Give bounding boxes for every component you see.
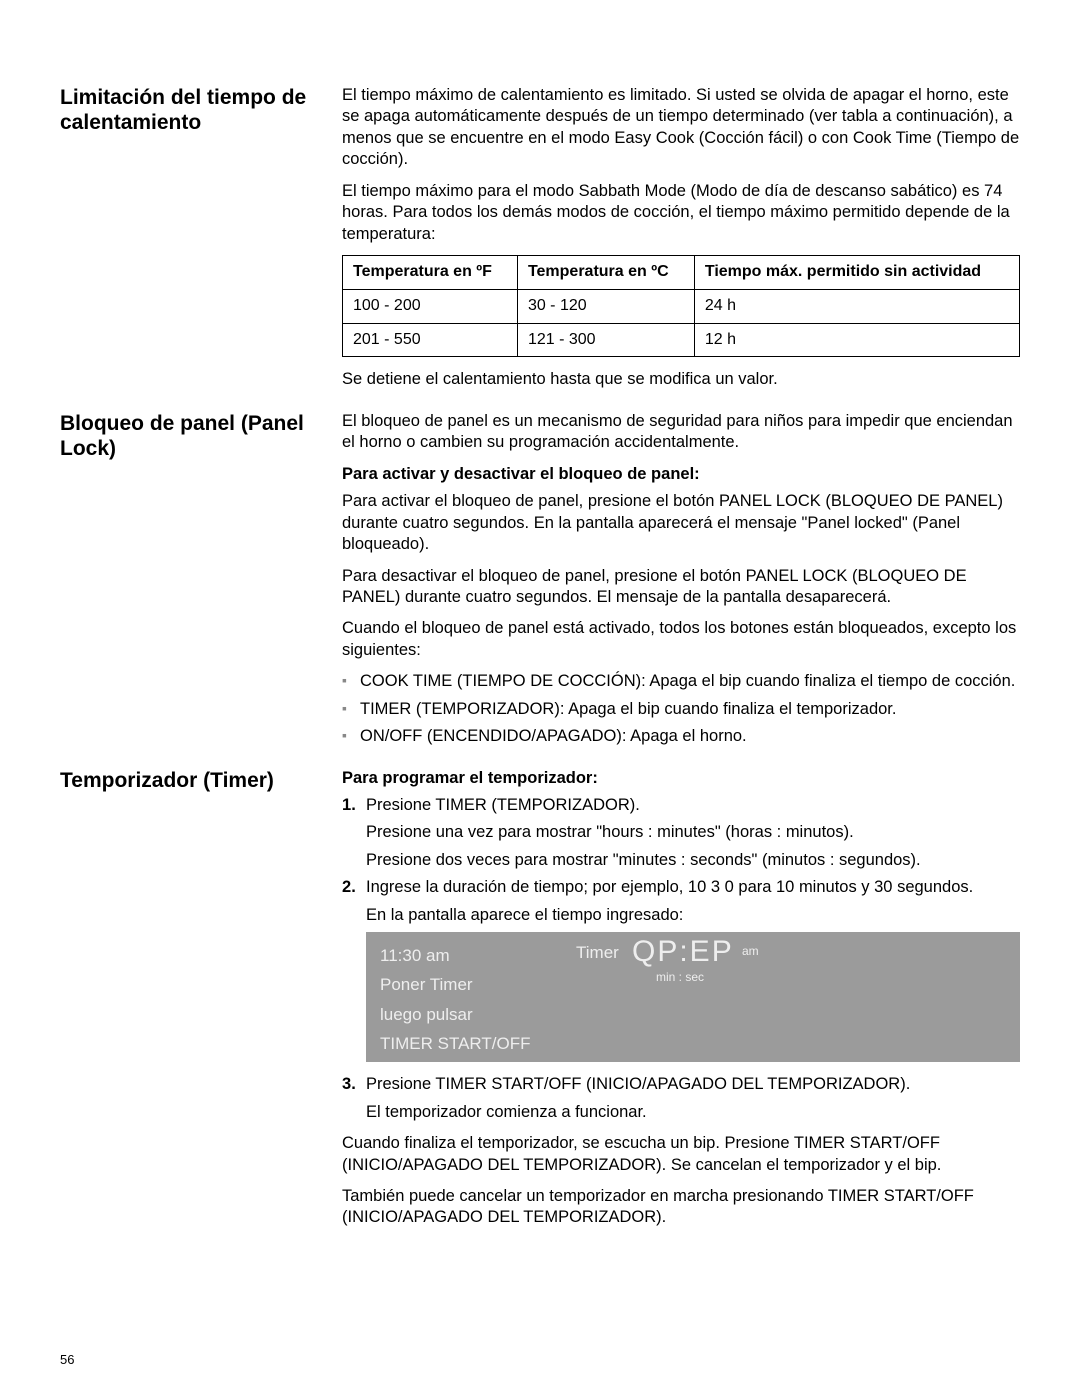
step-line: Ingrese la duración de tiempo; por ejemp… (366, 877, 1020, 898)
para: Para desactivar el bloqueo de panel, pre… (342, 566, 1020, 609)
display-am-label: am (742, 944, 759, 960)
step-line: Presione dos veces para mostrar "minutes… (366, 850, 1020, 871)
para: Se detiene el calentamiento hasta que se… (342, 369, 1020, 390)
page-number: 56 (60, 1352, 74, 1367)
para: El tiempo máximo de calentamiento es lim… (342, 85, 1020, 171)
display-left-block: 11:30 am Poner Timer luego pulsar TIMER … (380, 942, 530, 1059)
para: El bloqueo de panel es un mecanismo de s… (342, 411, 1020, 454)
content-heating-limit: El tiempo máximo de calentamiento es lim… (342, 85, 1020, 401)
section-panel-lock: Bloqueo de panel (Panel Lock) El bloqueo… (60, 411, 1020, 758)
heading-heating-limit: Limitación del tiempo de calentamiento (60, 85, 342, 401)
bullet-item: ON/OFF (ENCENDIDO/APAGADO): Apaga el hor… (342, 726, 1020, 747)
ordered-steps: Presione TIMER (TEMPORIZADOR). Presione … (342, 795, 1020, 1123)
step-item: Presione TIMER START/OFF (INICIO/APAGADO… (342, 1074, 1020, 1123)
table-header: Temperatura en ºC (517, 256, 694, 290)
para: Cuando el bloqueo de panel está activado… (342, 618, 1020, 661)
display-sub-label: min : sec (656, 970, 704, 986)
display-line: TIMER START/OFF (380, 1030, 530, 1057)
bullet-item: COOK TIME (TIEMPO DE COCCIÓN): Apaga el … (342, 671, 1020, 692)
bullet-list: COOK TIME (TIEMPO DE COCCIÓN): Apaga el … (342, 671, 1020, 747)
step-item: Ingrese la duración de tiempo; por ejemp… (342, 877, 1020, 1062)
table-header-row: Temperatura en ºF Temperatura en ºC Tiem… (343, 256, 1020, 290)
oven-display-panel: 11:30 am Poner Timer luego pulsar TIMER … (366, 932, 1020, 1062)
table-cell: 100 - 200 (343, 289, 518, 323)
section-heating-limit: Limitación del tiempo de calentamiento E… (60, 85, 1020, 401)
temperature-table: Temperatura en ºF Temperatura en ºC Tiem… (342, 255, 1020, 357)
para: También puede cancelar un temporizador e… (342, 1186, 1020, 1229)
table-row: 100 - 200 30 - 120 24 h (343, 289, 1020, 323)
step-line: Presione TIMER START/OFF (INICIO/APAGADO… (366, 1074, 1020, 1095)
table-cell: 201 - 550 (343, 323, 518, 357)
content-panel-lock: El bloqueo de panel es un mecanismo de s… (342, 411, 1020, 758)
content-timer: Para programar el temporizador: Presione… (342, 768, 1020, 1239)
para: Para activar el bloqueo de panel, presio… (342, 491, 1020, 555)
para: Cuando finaliza el temporizador, se escu… (342, 1133, 1020, 1176)
display-line: Poner Timer (380, 971, 530, 998)
subheading: Para programar el temporizador: (342, 768, 1020, 789)
table-header: Temperatura en ºF (343, 256, 518, 290)
step-line: Presione una vez para mostrar "hours : m… (366, 822, 1020, 843)
manual-page: Limitación del tiempo de calentamiento E… (0, 0, 1080, 1397)
step-item: Presione TIMER (TEMPORIZADOR). Presione … (342, 795, 1020, 871)
table-cell: 24 h (694, 289, 1019, 323)
step-line: El temporizador comienza a funcionar. (366, 1102, 1020, 1123)
heading-timer: Temporizador (Timer) (60, 768, 342, 1239)
table-cell: 121 - 300 (517, 323, 694, 357)
table-cell: 12 h (694, 323, 1019, 357)
display-big-digits: QP:EP (632, 932, 734, 971)
display-line: luego pulsar (380, 1001, 530, 1028)
table-row: 201 - 550 121 - 300 12 h (343, 323, 1020, 357)
display-time: 11:30 am (380, 942, 530, 969)
section-timer: Temporizador (Timer) Para programar el t… (60, 768, 1020, 1239)
step-line: Presione TIMER (TEMPORIZADOR). (366, 795, 1020, 816)
subheading: Para activar y desactivar el bloqueo de … (342, 464, 1020, 485)
heading-panel-lock: Bloqueo de panel (Panel Lock) (60, 411, 342, 758)
display-timer-label: Timer (576, 942, 619, 964)
para: El tiempo máximo para el modo Sabbath Mo… (342, 181, 1020, 245)
bullet-item: TIMER (TEMPORIZADOR): Apaga el bip cuand… (342, 699, 1020, 720)
step-line: En la pantalla aparece el tiempo ingresa… (366, 905, 1020, 926)
table-header: Tiempo máx. permitido sin actividad (694, 256, 1019, 290)
table-cell: 30 - 120 (517, 289, 694, 323)
